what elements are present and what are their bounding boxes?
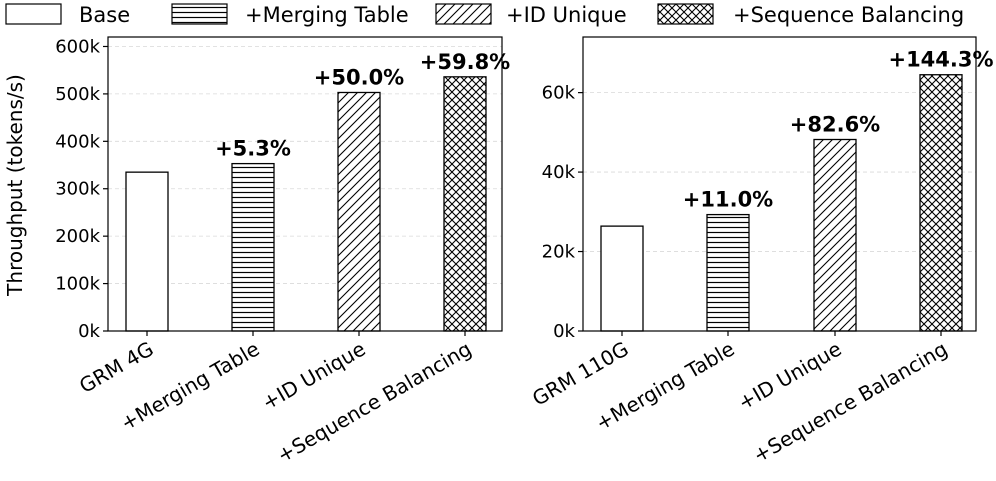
legend-swatch-sequence-balancing <box>657 3 714 25</box>
y-tick-label: 600k <box>55 36 100 57</box>
bar-annotation: +5.3% <box>215 137 291 161</box>
bar-annotation: +82.6% <box>790 113 880 137</box>
bar-annotation: +59.8% <box>420 50 510 74</box>
bar <box>813 138 857 332</box>
chart-panel-left: +5.3% +50.0% +59.8% 0k 100k 200k 300k 400k 500k 6… <box>55 36 510 467</box>
y-axis-label: Throughput (tokens/s) <box>3 74 27 297</box>
y-tick-label: 60k <box>542 83 576 104</box>
legend-item-sequence-balancing: +Sequence Balancing <box>657 3 964 27</box>
y-tick-label: 100k <box>55 274 100 295</box>
legend-item-base: Base <box>5 3 130 27</box>
bar <box>443 76 487 332</box>
x-tick-label: +Sequence Balancing <box>273 337 476 468</box>
bar <box>337 91 381 332</box>
bar <box>125 171 169 332</box>
legend-label-base: Base <box>79 3 130 27</box>
legend-item-id-unique: +ID Unique <box>435 3 627 27</box>
y-tick-label: 500k <box>55 84 100 105</box>
bar-annotation: +50.0% <box>314 65 404 89</box>
x-tick-label: GRM 4G <box>75 337 157 398</box>
y-tick-label: 0k <box>553 321 575 342</box>
legend-label-sequence-balancing: +Sequence Balancing <box>733 3 964 27</box>
y-tick-label: 20k <box>542 242 576 263</box>
legend-swatch-id-unique <box>435 3 492 25</box>
legend-swatch-merging-table <box>171 3 228 25</box>
y-tick-label: 40k <box>542 162 576 183</box>
legend-label-id-unique: +ID Unique <box>506 3 627 27</box>
axes-frame <box>107 36 503 332</box>
bar <box>231 162 275 332</box>
x-tick-label: +Sequence Balancing <box>749 337 952 468</box>
y-tick-label: 200k <box>55 226 100 247</box>
bar <box>919 74 963 332</box>
legend-swatch-base <box>5 3 62 25</box>
legend-label-merging-table: +Merging Table <box>245 3 409 27</box>
y-tick-label: 0k <box>78 321 100 342</box>
axes-frame <box>582 36 977 332</box>
y-tick-label: 300k <box>55 179 100 200</box>
bar-annotation: +11.0% <box>683 188 773 212</box>
legend-item-merging-table: +Merging Table <box>171 3 409 27</box>
y-tick-label: 400k <box>55 131 100 152</box>
legend: Base +Merging Table +ID Unique +Sequence… <box>5 3 964 27</box>
bar <box>706 213 750 332</box>
bar-annotation: +144.3% <box>888 48 993 72</box>
bar <box>600 225 644 332</box>
